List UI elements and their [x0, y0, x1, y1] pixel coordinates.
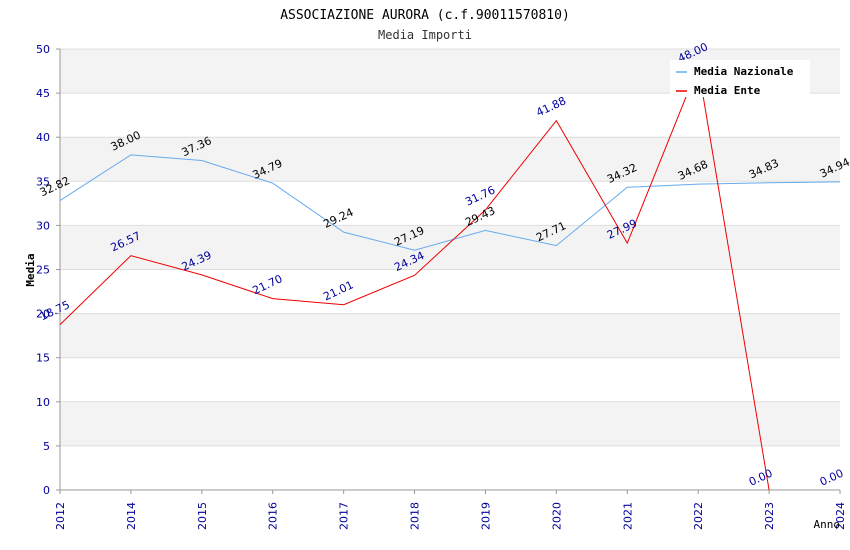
legend-box — [670, 60, 810, 97]
x-tick-label: 2015 — [196, 502, 209, 530]
y-tick-label: 20 — [36, 308, 50, 321]
x-axis: 2012 2014 2015 2016 2017 2018 2019 2020 2021 2022… — [54, 489, 847, 530]
y-tick-label: 50 — [36, 43, 50, 56]
legend-label-media-nazionale: Media Nazionale — [694, 65, 794, 78]
x-tick-label: 2012 — [54, 502, 67, 530]
x-tick-label: 2018 — [409, 502, 422, 530]
y-axis: 0 5 10 15 20 25 30 35 40 45 50 — [36, 43, 61, 497]
y-tick-label: 0 — [43, 484, 50, 497]
x-tick-label: 2014 — [125, 502, 138, 530]
x-tick-label: 2021 — [621, 502, 634, 530]
plot-band — [60, 401, 840, 446]
y-axis-title: Media — [24, 253, 37, 286]
chart-subtitle: Media Importi — [378, 28, 472, 42]
x-axis-title: Anno — [814, 518, 841, 531]
series-line-media-ente — [59, 64, 770, 491]
plot-band — [60, 225, 840, 270]
plot-band — [60, 313, 840, 358]
y-tick-label: 15 — [36, 352, 50, 365]
plot-band — [60, 137, 840, 182]
y-tick-label: 5 — [43, 440, 50, 453]
plot-band — [60, 93, 840, 138]
x-tick-label: 2020 — [550, 502, 563, 530]
plot-background — [60, 49, 840, 490]
y-tick-label: 45 — [36, 87, 50, 100]
y-tick-label: 35 — [36, 175, 50, 188]
legend-label-media-ente: Media Ente — [694, 84, 761, 97]
y-tick-label: 40 — [36, 131, 50, 144]
series-line-media-nazionale — [59, 154, 841, 251]
legend: Media Nazionale Media Ente — [670, 60, 810, 97]
x-tick-label: 2022 — [692, 502, 705, 530]
plot-band — [60, 445, 840, 490]
plot-band — [60, 181, 840, 226]
y-tick-label: 10 — [36, 396, 50, 409]
x-tick-label: 2023 — [763, 502, 776, 530]
x-tick-label: 2017 — [338, 502, 351, 530]
x-tick-label: 2019 — [479, 502, 492, 530]
y-tick-label: 30 — [36, 219, 50, 232]
y-tick-label: 25 — [36, 264, 50, 277]
plot-band — [60, 357, 840, 402]
series-lines — [59, 64, 841, 491]
x-tick-label: 2016 — [267, 502, 280, 530]
x-tick-label: 2024 — [834, 502, 847, 530]
chart-title: ASSOCIAZIONE AURORA (c.f.90011570810) — [280, 8, 570, 23]
plot-band — [60, 269, 840, 314]
